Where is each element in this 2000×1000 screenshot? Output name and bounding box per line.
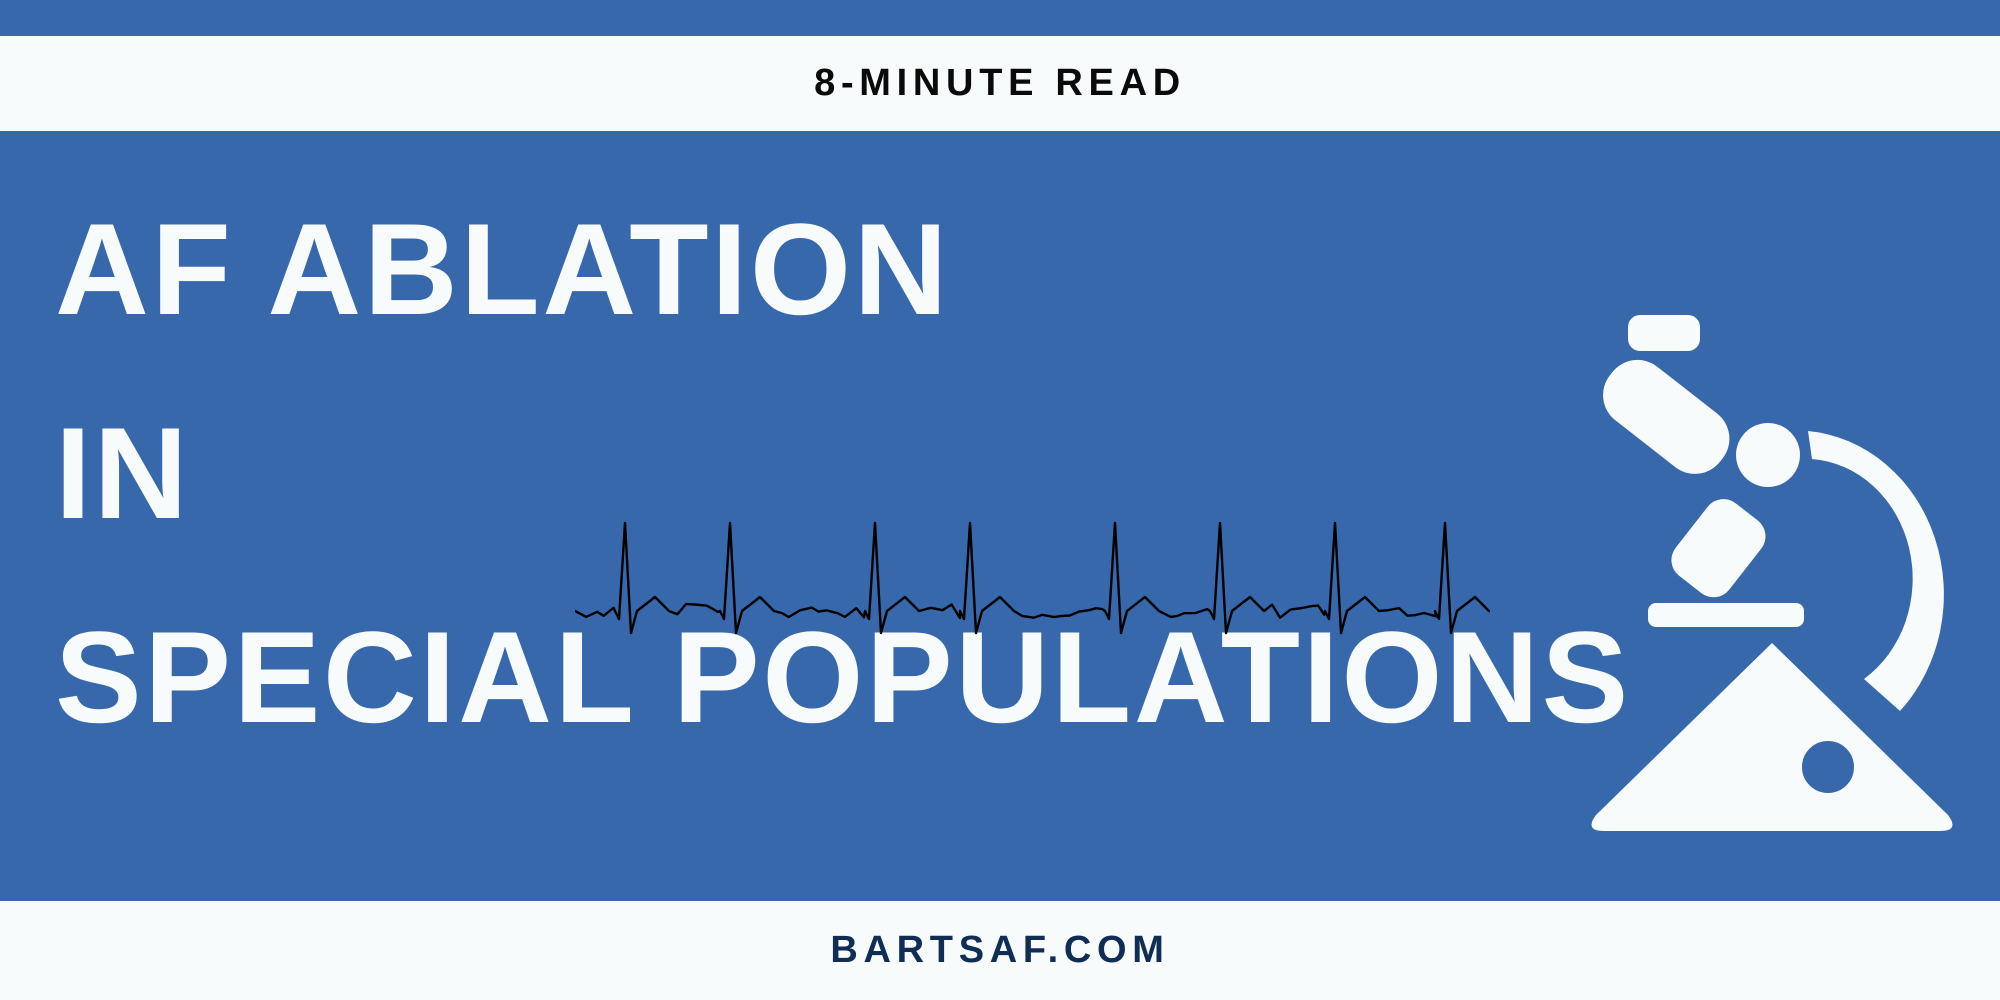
read-time-strip: 8-MINUTE READ xyxy=(0,36,2000,131)
ecg-trace xyxy=(575,511,1490,671)
footer-site: BARTSAF.COM xyxy=(830,929,1169,972)
banner-root: 8-MINUTE READ AF ABLATION IN SPECIAL POP… xyxy=(0,0,2000,1000)
microscope-icon xyxy=(1572,286,1972,836)
top-bar xyxy=(0,0,2000,36)
read-time-label: 8-MINUTE READ xyxy=(814,62,1186,105)
main-panel: AF ABLATION IN SPECIAL POPULATIONS xyxy=(0,131,2000,901)
footer-strip: BARTSAF.COM xyxy=(0,901,2000,1000)
